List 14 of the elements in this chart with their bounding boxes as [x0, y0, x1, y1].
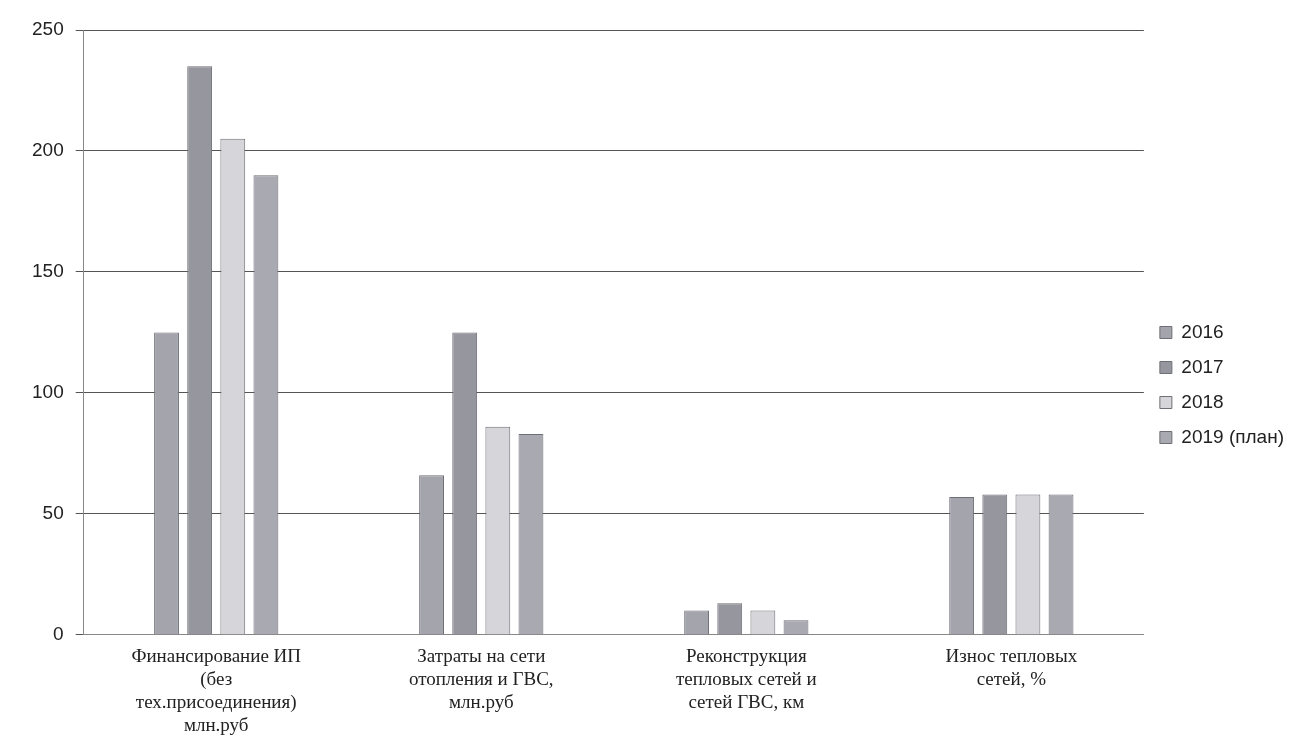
- x-tick-label: Затраты на сети отопления и ГВС, млн.руб: [408, 645, 554, 712]
- y-tick-label: 200: [32, 139, 64, 161]
- y-tick-label: 0: [53, 623, 64, 645]
- legend-label: 2017: [1181, 355, 1224, 377]
- legend-label: 2019 (план): [1181, 425, 1285, 447]
- y-tick-label: 250: [32, 18, 64, 40]
- x-tick-label: Финансирование ИП (без тех.присоединения) млн.руб: [131, 645, 302, 735]
- legend-label: 2018: [1181, 390, 1224, 412]
- y-tick-label: 150: [32, 260, 64, 282]
- legend-label: 2016: [1181, 320, 1224, 342]
- x-tick-label: Износ тепловых сетей, %: [945, 645, 1078, 689]
- x-tick-label: Реконструкция тепловых сетей и сетей ГВС, км: [675, 645, 817, 712]
- y-tick-label: 100: [32, 381, 64, 403]
- y-tick-label: 50: [42, 502, 64, 524]
